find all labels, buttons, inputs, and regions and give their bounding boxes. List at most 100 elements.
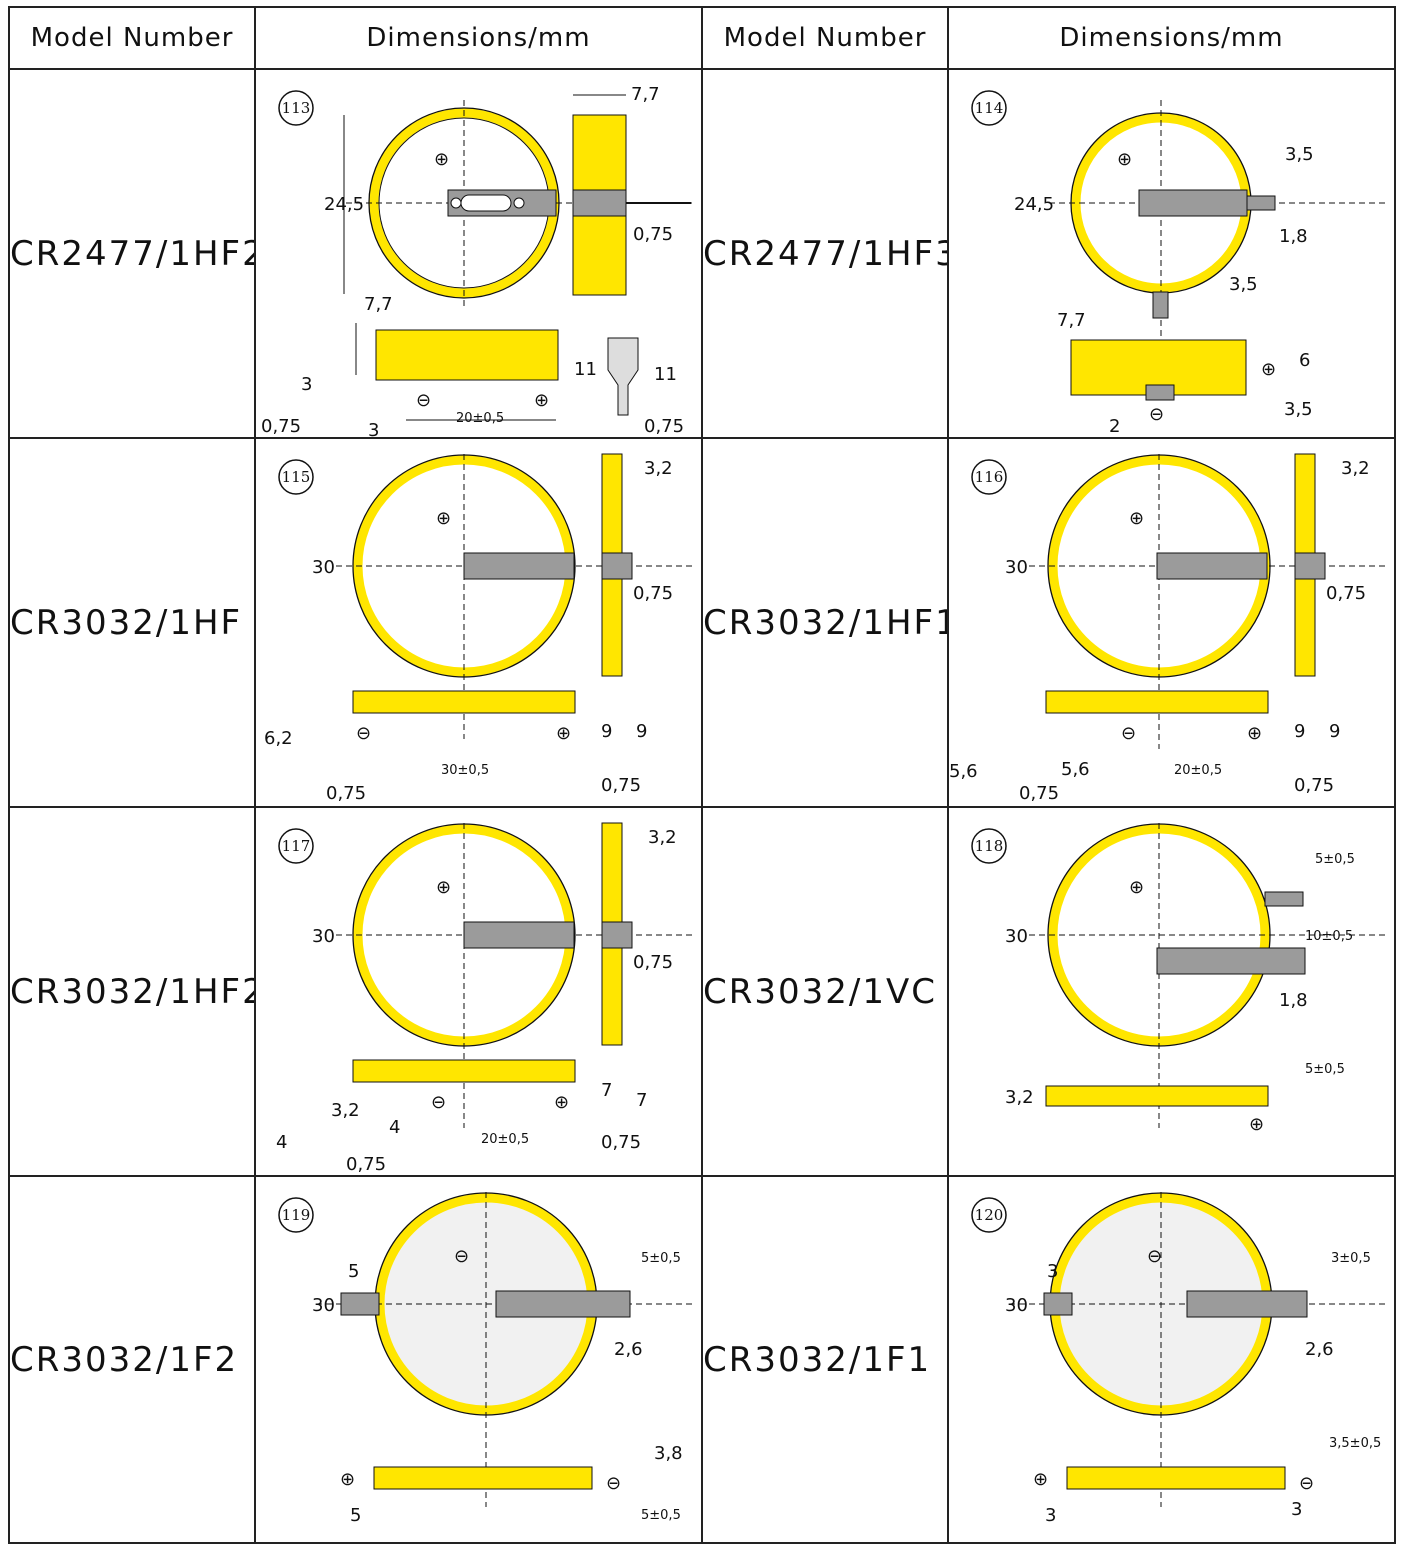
svg-text:5±0,5: 5±0,5 [1305, 1062, 1345, 1077]
svg-text:⊕: ⊕ [436, 877, 451, 898]
battery-drawing: 114 ⊕ 24,5 3,5 1,8 3,5 7,7 ⊕ 6 ⊖ 2 [949, 70, 1394, 437]
svg-text:30: 30 [312, 926, 335, 947]
svg-text:⊖: ⊖ [606, 1473, 621, 1494]
header-dimensions: Dimensions/mm [255, 7, 702, 69]
svg-text:120: 120 [975, 1206, 1004, 1224]
svg-text:3,2: 3,2 [331, 1100, 360, 1121]
svg-text:3,2: 3,2 [1341, 458, 1370, 479]
battery-drawing: 119 ⊖ 30 5 5±0,5 2,6 ⊕ ⊖ 3,8 5 5±0,5 [256, 1177, 701, 1542]
svg-text:115: 115 [282, 468, 311, 486]
header-dimensions: Dimensions/mm [948, 7, 1395, 69]
svg-text:7: 7 [601, 1080, 612, 1101]
svg-text:1,8: 1,8 [1279, 226, 1308, 247]
battery-drawing: 116 ⊕ 30 3,2 0,75 ⊖ ⊕ 20±0,5 9 9 5,6 5,6 [949, 439, 1394, 806]
svg-text:20±0,5: 20±0,5 [481, 1132, 529, 1147]
battery-drawing: 113 ⊕ 24,5 7,7 0,75 [256, 70, 701, 437]
battery-drawing: 118 ⊕ 30 5±0,5 10±0,5 1,8 3,2 5±0,5 ⊕ [949, 808, 1394, 1175]
svg-text:5,6: 5,6 [1061, 759, 1090, 780]
svg-text:3: 3 [368, 420, 379, 437]
svg-text:11: 11 [654, 364, 677, 385]
header-model-number: Model Number [9, 7, 255, 69]
svg-text:5±0,5: 5±0,5 [641, 1251, 681, 1266]
svg-text:⊕: ⊕ [1117, 149, 1132, 170]
dimension-drawing-cell: 118 ⊕ 30 5±0,5 10±0,5 1,8 3,2 5±0,5 ⊕ [948, 807, 1395, 1176]
dimension-drawing-cell: 120 ⊖ 30 3 3±0,5 2,6 ⊕ ⊖ 3,5±0,5 3 3 [948, 1176, 1395, 1543]
svg-text:3±0,5: 3±0,5 [1331, 1251, 1371, 1266]
dimension-drawing-cell: 116 ⊕ 30 3,2 0,75 ⊖ ⊕ 20±0,5 9 9 5,6 5,6 [948, 438, 1395, 807]
svg-text:0,75: 0,75 [346, 1154, 386, 1175]
svg-text:3,2: 3,2 [1005, 1087, 1034, 1108]
svg-text:7: 7 [636, 1090, 647, 1111]
svg-text:⊕: ⊕ [1249, 1114, 1264, 1135]
svg-text:3: 3 [1291, 1499, 1302, 1520]
svg-text:⊖: ⊖ [1147, 1246, 1162, 1267]
svg-text:⊖: ⊖ [1299, 1473, 1314, 1494]
svg-text:3,5±0,5: 3,5±0,5 [1329, 1436, 1381, 1451]
svg-text:⊕: ⊕ [556, 723, 571, 744]
svg-text:0,75: 0,75 [633, 583, 673, 604]
dimension-drawing-cell: 113 ⊕ 24,5 7,7 0,75 [255, 69, 702, 438]
svg-text:⊕: ⊕ [340, 1469, 355, 1490]
svg-text:⊕: ⊕ [1247, 723, 1262, 744]
svg-text:9: 9 [636, 721, 647, 742]
spec-table: Model Number Dimensions/mm Model Number … [8, 6, 1396, 1544]
svg-text:11: 11 [574, 359, 597, 380]
minus-symbol: ⊖ [416, 390, 431, 411]
svg-text:10±0,5: 10±0,5 [1305, 929, 1353, 944]
svg-text:⊕: ⊕ [1129, 877, 1144, 898]
svg-text:0,75: 0,75 [1294, 775, 1334, 796]
dimension-drawing-cell: 119 ⊖ 30 5 5±0,5 2,6 ⊕ ⊖ 3,8 5 5±0,5 [255, 1176, 702, 1543]
svg-text:⊕: ⊕ [436, 508, 451, 529]
svg-text:3,2: 3,2 [644, 458, 673, 479]
model-cell: CR3032/1HF1 [702, 438, 948, 807]
svg-text:7,7: 7,7 [364, 294, 393, 315]
svg-text:0,75: 0,75 [633, 952, 673, 973]
svg-text:20±0,5: 20±0,5 [1174, 763, 1222, 778]
svg-text:3: 3 [301, 374, 312, 395]
svg-text:3: 3 [1047, 1261, 1058, 1282]
svg-text:0,75: 0,75 [644, 416, 684, 437]
svg-text:2,6: 2,6 [1305, 1339, 1334, 1360]
plus-symbol: ⊕ [534, 390, 549, 411]
svg-text:2,6: 2,6 [614, 1339, 643, 1360]
model-cell: CR3032/1HF [9, 438, 255, 807]
dimension-drawing-cell: 117 ⊕ 30 3,2 0,75 ⊖ ⊕ 20±0,5 7 7 3,2 4 [255, 807, 702, 1176]
svg-text:9: 9 [1329, 721, 1340, 742]
svg-text:⊖: ⊖ [454, 1246, 469, 1267]
svg-text:30±0,5: 30±0,5 [441, 763, 489, 778]
svg-text:20±0,5: 20±0,5 [456, 411, 504, 426]
svg-text:2: 2 [1109, 416, 1120, 437]
dimension-drawing-cell: 114 ⊕ 24,5 3,5 1,8 3,5 7,7 ⊕ 6 ⊖ 2 [948, 69, 1395, 438]
svg-text:⊕: ⊕ [1129, 508, 1144, 529]
svg-text:⊕: ⊕ [1261, 359, 1276, 380]
svg-text:0,75: 0,75 [601, 775, 641, 796]
svg-text:0,75: 0,75 [326, 783, 366, 804]
svg-text:3: 3 [1045, 1505, 1056, 1526]
svg-text:9: 9 [601, 721, 612, 742]
svg-text:117: 117 [282, 837, 311, 855]
svg-text:0,75: 0,75 [261, 416, 301, 437]
svg-text:24,5: 24,5 [1014, 194, 1054, 215]
svg-text:24,5: 24,5 [324, 194, 364, 215]
svg-text:4: 4 [389, 1117, 400, 1138]
svg-text:30: 30 [312, 557, 335, 578]
svg-text:5: 5 [350, 1505, 361, 1526]
svg-text:30: 30 [312, 1295, 335, 1316]
svg-text:30: 30 [1005, 557, 1028, 578]
dimension-drawing-cell: 115 ⊕ 30 3,2 0,75 ⊖ ⊕ 30±0,5 9 9 6,2 0,7 [255, 438, 702, 807]
svg-text:5,6: 5,6 [949, 761, 978, 782]
svg-text:9: 9 [1294, 721, 1305, 742]
plus-symbol: ⊕ [434, 149, 449, 170]
battery-drawing: 120 ⊖ 30 3 3±0,5 2,6 ⊕ ⊖ 3,5±0,5 3 3 [949, 1177, 1394, 1542]
svg-text:5±0,5: 5±0,5 [1315, 852, 1355, 867]
svg-text:7,7: 7,7 [1057, 310, 1086, 331]
svg-text:⊖: ⊖ [431, 1092, 446, 1113]
drawing-index: 113 [282, 99, 311, 117]
svg-text:⊖: ⊖ [356, 723, 371, 744]
svg-text:3,8: 3,8 [654, 1443, 683, 1464]
battery-drawing: 117 ⊕ 30 3,2 0,75 ⊖ ⊕ 20±0,5 7 7 3,2 4 [256, 808, 701, 1175]
svg-text:0,75: 0,75 [1019, 783, 1059, 804]
svg-text:3,5: 3,5 [1284, 399, 1313, 420]
model-cell: CR3032/1F2 [9, 1176, 255, 1543]
svg-text:30: 30 [1005, 1295, 1028, 1316]
